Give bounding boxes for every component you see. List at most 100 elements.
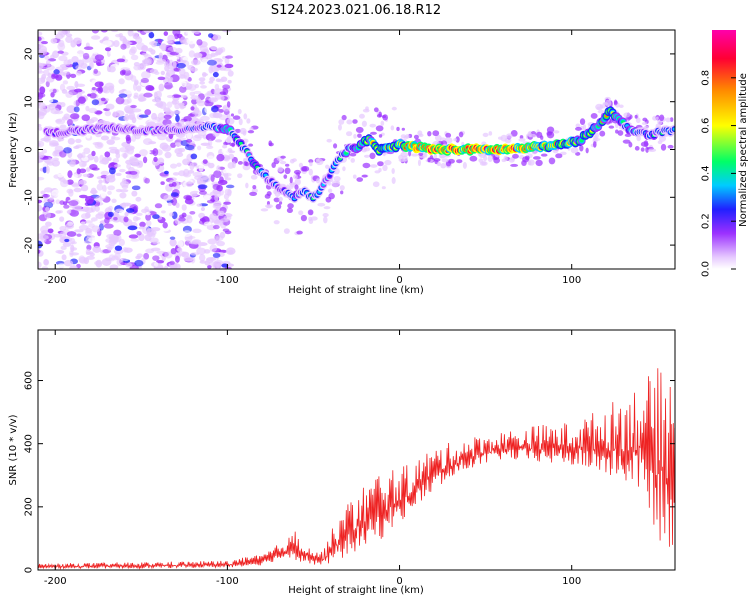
spectrogram-noise-blob (45, 98, 54, 103)
spectrogram-noise-blob (176, 137, 187, 141)
spectrogram-noise-blob (38, 45, 48, 54)
spectrogram-noise-blob (127, 60, 134, 64)
spectrogram-noise-blob (227, 70, 234, 77)
spectrogram-noise-blob (221, 30, 232, 33)
snr-series-line (38, 368, 675, 570)
spectrogram-halo-blob (608, 125, 615, 129)
spectrogram-noise-blob (134, 153, 141, 158)
spectrogram-xlabel: Height of straight line (km) (288, 285, 424, 296)
spectrogram-noise-blob (137, 30, 143, 33)
spectrogram-noise-blob (149, 237, 159, 243)
spectrogram-noise-blob (166, 94, 175, 99)
spectrogram-noise-blob (169, 76, 174, 82)
spectrogram-noise-blob (208, 33, 214, 38)
colorbar-label: Normalized spectral amplitude (738, 73, 749, 227)
spectrogram-noise-blob (171, 197, 178, 206)
spectrogram-halo-blob (296, 230, 303, 235)
spectrogram-noise-blob (98, 179, 103, 184)
y-tick-label: -20 (24, 237, 35, 253)
spectrogram-halo-blob (280, 155, 286, 159)
spectrogram-heatmap (38, 30, 675, 269)
spectrogram-noise-blob (212, 261, 222, 268)
spectrogram-noise-blob (172, 172, 180, 176)
spectrogram-noise-blob (52, 50, 60, 59)
spectrogram-noise-blob (42, 193, 50, 198)
spectrogram-noise-blob (39, 235, 49, 240)
spectrogram-noise-blob (213, 235, 224, 242)
spectrogram-noise-blob (166, 101, 173, 108)
spectrogram-noise-blob (164, 151, 172, 159)
spectrogram-halo-blob (391, 106, 397, 111)
spectrogram-noise-blob (152, 255, 160, 261)
spectrogram-noise-blob (41, 38, 51, 42)
spectrogram-noise-blob (115, 152, 121, 159)
spectrogram-noise-blob (227, 79, 232, 84)
ridge-core (672, 127, 675, 131)
spectrogram-noise-blob (79, 194, 88, 199)
spectrogram-noise-blob (157, 76, 166, 81)
spectrogram-noise-blob (169, 212, 174, 217)
spectrogram-halo-blob (570, 147, 579, 154)
spectrogram-noise-blob (221, 263, 229, 268)
spectrogram-halo-blob (398, 158, 407, 163)
spectrogram-noise-blob (199, 81, 205, 85)
spectrogram-halo-blob (350, 158, 356, 163)
spectrogram-noise-blob (50, 38, 58, 44)
spectrogram-noise-blob (140, 78, 150, 84)
spectrogram-noise-blob (127, 225, 138, 231)
spectrogram-halo-blob (327, 188, 333, 193)
spectrogram-noise-blob (181, 251, 190, 258)
spectrogram-noise-blob (116, 69, 122, 77)
spectrogram-noise-blob (58, 55, 68, 62)
spectrogram-halo-blob (369, 164, 378, 168)
spectrogram-noise-blob (125, 208, 135, 213)
spectrogram-noise-blob (127, 114, 135, 120)
spectrogram-halo-blob (510, 163, 519, 167)
spectrogram-noise-blob (204, 105, 214, 114)
spectrogram-halo-blob (373, 107, 379, 113)
spectrogram-noise-blob (223, 215, 232, 221)
spectrogram-noise-blob (121, 202, 127, 209)
spectrogram-noise-blob (136, 85, 142, 92)
spectrogram-noise-blob (38, 70, 45, 74)
spectrogram-noise-blob (82, 173, 90, 178)
spectrogram-noise-blob (219, 91, 226, 95)
spectrogram-ylabel: Frequency (Hz) (8, 112, 19, 188)
spectrogram-noise-blob (190, 95, 200, 101)
spectrogram-halo-blob (307, 209, 314, 216)
spectrogram-noise-blob (65, 33, 73, 38)
spectrogram-noise-blob (169, 163, 178, 169)
spectrogram-noise-blob (135, 196, 142, 202)
spectrogram-halo-blob (483, 154, 488, 162)
spectrogram-halo-blob (246, 118, 251, 124)
spectrogram-noise-blob (64, 238, 70, 243)
spectrogram-halo-blob (362, 162, 371, 169)
spectrogram-noise-blob (211, 219, 220, 224)
spectrogram-noise-blob (75, 144, 84, 148)
spectrogram-halo-blob (391, 177, 396, 185)
spectrogram-halo-blob (273, 197, 280, 203)
spectrogram-noise-blob (131, 190, 138, 197)
spectrogram-noise-blob (57, 42, 66, 51)
spectrogram-noise-blob (104, 151, 111, 158)
spectrogram-halo-blob (445, 132, 452, 138)
spectrogram-halo-blob (596, 106, 601, 110)
spectrogram-noise-blob (203, 221, 212, 226)
spectrogram-halo-blob (628, 141, 633, 148)
spectrogram-halo-blob (273, 220, 280, 225)
spectrogram-halo-blob (266, 205, 272, 209)
spectrogram-noise-blob (71, 174, 78, 180)
spectrogram-noise-blob (40, 76, 46, 83)
spectrogram-noise-blob (191, 161, 198, 168)
spectrogram-noise-blob (66, 210, 72, 214)
spectrogram-noise-blob (89, 92, 97, 99)
spectrogram-halo-blob (375, 125, 384, 132)
spectrogram-noise-blob (170, 192, 179, 197)
spectrogram-noise-blob (72, 205, 82, 211)
spectrogram-halo-blob (660, 143, 667, 151)
spectrogram-noise-blob (130, 104, 137, 109)
spectrogram-noise-blob (54, 110, 64, 115)
spectrogram-halo-blob (250, 174, 258, 180)
spectrogram-noise-blob (158, 83, 165, 92)
spectrogram-noise-blob (200, 177, 211, 183)
